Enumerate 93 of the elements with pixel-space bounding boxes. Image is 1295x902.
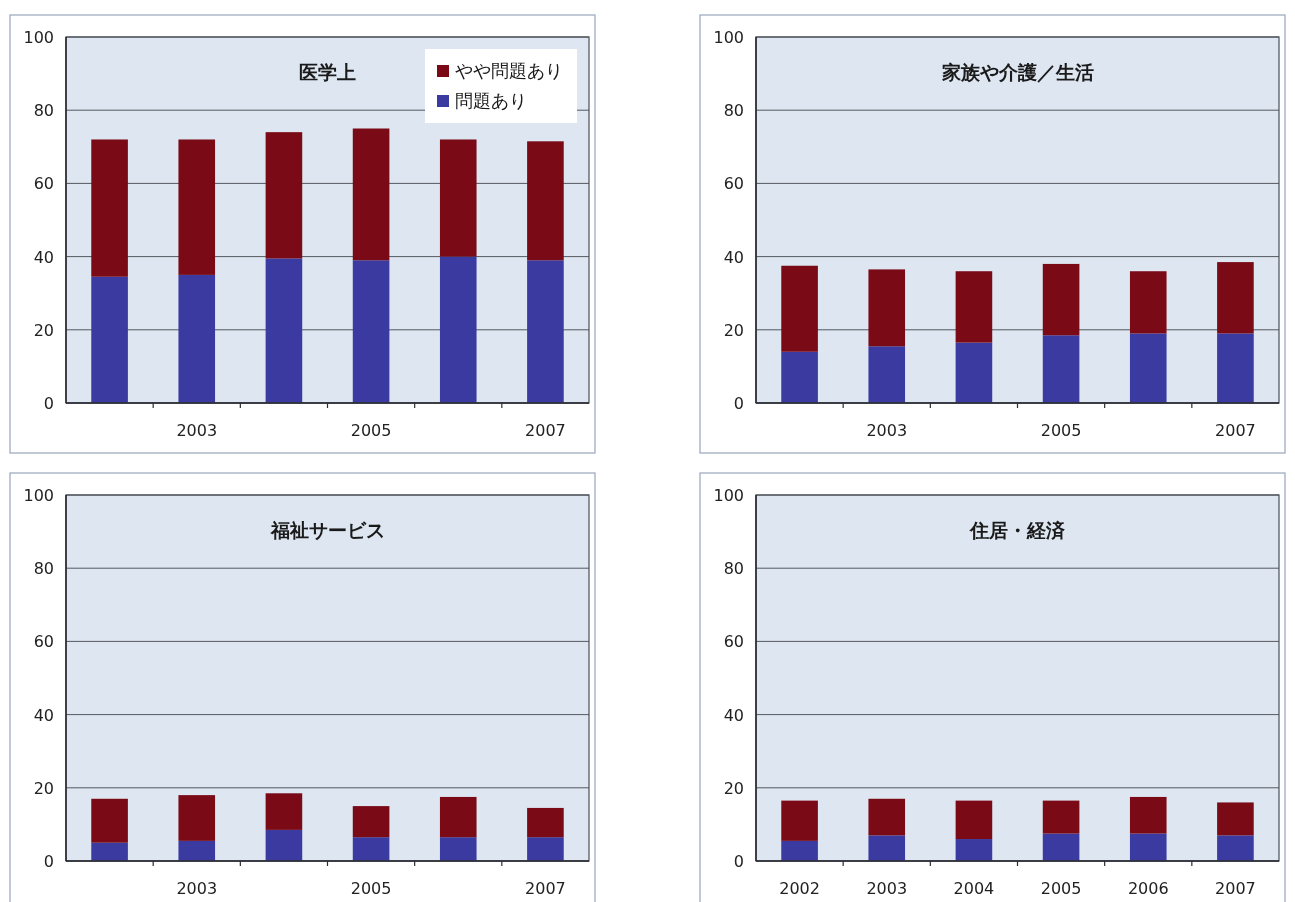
bar	[91, 276, 128, 403]
text: 医学上	[299, 61, 356, 83]
bar	[91, 798, 128, 843]
y-tick-label: 100	[713, 486, 744, 505]
bar	[527, 141, 564, 261]
bar	[91, 842, 128, 861]
y-tick-label: 20	[33, 778, 54, 798]
x-tick-label: 2003	[866, 421, 908, 440]
bar	[955, 342, 993, 403]
x-tick-label: 2004	[953, 879, 995, 898]
bar	[265, 258, 303, 403]
y-tick-label: 60	[33, 174, 54, 194]
bar	[178, 795, 216, 841]
x-tick-label: 2005	[350, 879, 392, 898]
bar	[352, 128, 390, 261]
bar	[1129, 833, 1167, 861]
bar	[781, 351, 818, 403]
y-tick-label: 60	[33, 632, 54, 652]
y-tick-label: 0	[43, 852, 54, 871]
x-tick-label: 2003	[176, 879, 218, 898]
bar	[352, 806, 390, 838]
x-tick-label: 2002	[779, 879, 820, 898]
bar	[1217, 262, 1254, 334]
bar	[178, 274, 216, 403]
text: 福祉サービス	[269, 519, 385, 541]
y-tick-label: 40	[33, 705, 54, 725]
y-tick-label: 80	[723, 101, 744, 121]
y-tick-label: 0	[733, 852, 744, 871]
text: 住居・経済	[969, 519, 1066, 541]
bar	[868, 269, 906, 347]
y-tick-label: 40	[723, 705, 744, 725]
bar	[352, 260, 390, 403]
bar	[955, 800, 993, 840]
bar	[781, 265, 818, 352]
x-tick-label: 2005	[1040, 421, 1082, 440]
y-tick-label: 0	[43, 394, 54, 413]
y-tick-label: 40	[33, 247, 54, 267]
x-tick-label: 2006	[1127, 879, 1169, 898]
bar	[1129, 271, 1167, 334]
x-tick-label: 2003	[866, 879, 908, 898]
y-tick-label: 20	[723, 320, 744, 340]
text: 家族や介護／生活	[940, 61, 1094, 83]
bar	[1129, 796, 1167, 834]
bar	[781, 800, 818, 841]
bar	[91, 139, 128, 277]
bar	[1129, 333, 1167, 403]
x-tick-label: 2003	[176, 421, 218, 440]
y-tick-label: 40	[723, 247, 744, 267]
bar	[265, 132, 303, 259]
bar	[1042, 800, 1080, 834]
bar	[1042, 263, 1080, 336]
bar	[352, 837, 390, 861]
bar	[439, 837, 477, 861]
x-tick-label: 2005	[1040, 879, 1082, 898]
bar	[1217, 802, 1254, 836]
bar	[265, 793, 303, 830]
bar	[178, 139, 216, 275]
bar	[1217, 333, 1254, 403]
bar	[1042, 833, 1080, 861]
y-tick-label: 0	[733, 394, 744, 413]
x-tick-label: 2007	[525, 879, 566, 898]
bar	[781, 840, 818, 861]
bar	[868, 346, 906, 403]
x-tick-label: 2007	[525, 421, 566, 440]
bar	[527, 260, 564, 403]
y-tick-label: 20	[723, 778, 744, 798]
bar	[439, 256, 477, 403]
bar	[868, 798, 906, 836]
y-tick-label: 100	[713, 28, 744, 47]
legend-label: やや問題あり	[455, 60, 563, 81]
bar	[527, 807, 564, 838]
y-tick-label: 100	[23, 28, 54, 47]
y-tick-label: 80	[33, 559, 54, 579]
bar	[955, 839, 993, 861]
legend-label: 問題あり	[455, 90, 527, 111]
bar	[527, 837, 564, 861]
bar	[439, 796, 477, 838]
bar	[1042, 335, 1080, 403]
y-tick-label: 60	[723, 632, 744, 652]
bar	[868, 835, 906, 861]
y-tick-label: 80	[723, 559, 744, 579]
y-tick-label: 80	[33, 101, 54, 121]
x-tick-label: 2005	[350, 421, 392, 440]
bar	[265, 829, 303, 861]
y-tick-label: 20	[33, 320, 54, 340]
y-tick-label: 60	[723, 174, 744, 194]
bar	[439, 139, 477, 257]
bar	[955, 271, 993, 343]
bar	[178, 840, 216, 861]
y-tick-label: 100	[23, 486, 54, 505]
x-tick-label: 2007	[1215, 421, 1256, 440]
x-tick-label: 2007	[1215, 879, 1256, 898]
bar	[1217, 835, 1254, 861]
